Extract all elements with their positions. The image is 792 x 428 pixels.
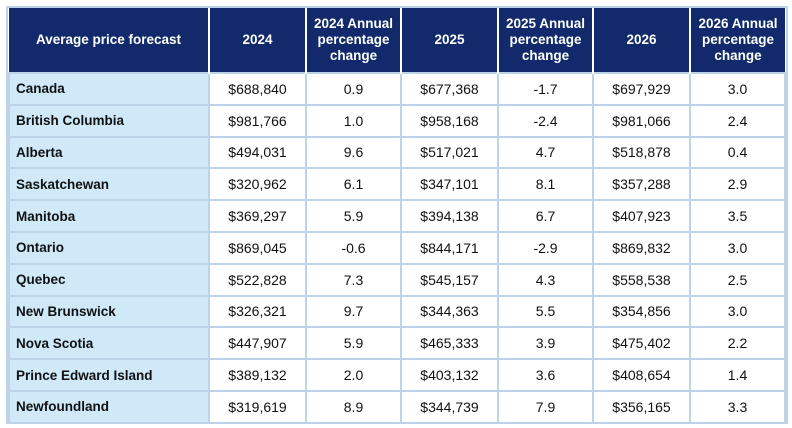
change-2026-cell: 0.4: [689, 135, 786, 170]
region-cell: New Brunswick: [8, 294, 210, 329]
region-cell: Saskatchewan: [8, 167, 210, 202]
change-2024-cell: 6.1: [305, 167, 402, 202]
change-2026-cell: 2.4: [689, 103, 786, 138]
region-cell: Canada: [8, 72, 210, 106]
price-forecast-table: Average price forecast 2024 2024 Annual …: [8, 8, 786, 424]
change-2025-cell: 8.1: [497, 167, 594, 202]
change-2025-cell: -2.4: [497, 103, 594, 138]
header-2026: 2026: [593, 8, 691, 73]
price-2026-cell: $475,402: [592, 326, 691, 361]
table-body: Canada $688,840 0.9 $677,368 -1.7 $697,929 3.0…: [8, 72, 786, 424]
price-2025-cell: $677,368: [400, 72, 499, 106]
price-2026-cell: $518,878: [592, 135, 691, 170]
change-2025-cell: -2.9: [497, 230, 594, 265]
price-2024-cell: $389,132: [208, 358, 307, 392]
price-2026-cell: $981,066: [592, 103, 691, 138]
price-2025-cell: $465,333: [400, 326, 499, 361]
region-cell: Prince Edward Island: [8, 358, 210, 392]
region-cell: Quebec: [8, 262, 210, 297]
change-2024-cell: 2.0: [305, 358, 402, 392]
price-2025-cell: $844,171: [400, 230, 499, 265]
region-cell: Manitoba: [8, 199, 210, 233]
price-2025-cell: $517,021: [400, 135, 499, 170]
change-2026-cell: 2.9: [689, 167, 786, 202]
price-2025-cell: $347,101: [400, 167, 499, 202]
price-2024-cell: $447,907: [208, 326, 307, 361]
price-2026-cell: $869,832: [592, 230, 691, 265]
change-2026-cell: 1.4: [689, 358, 786, 392]
change-2026-cell: 3.5: [689, 199, 786, 233]
table-row: Alberta $494,031 9.6 $517,021 4.7 $518,878 0.4: [8, 135, 786, 170]
change-2024-cell: 5.9: [305, 199, 402, 233]
change-2025-cell: 3.9: [497, 326, 594, 361]
change-2026-cell: 2.2: [689, 326, 786, 361]
price-2026-cell: $697,929: [592, 72, 691, 106]
region-cell: Nova Scotia: [8, 326, 210, 361]
price-2026-cell: $356,165: [592, 389, 691, 424]
change-2025-cell: 4.3: [497, 262, 594, 297]
change-2024-cell: 0.9: [305, 72, 402, 106]
change-2025-cell: 4.7: [497, 135, 594, 170]
header-2024-change: 2024 Annual percentage change: [306, 8, 402, 73]
change-2024-cell: 1.0: [305, 103, 402, 138]
header-2025: 2025: [401, 8, 499, 73]
header-2026-change: 2026 Annual percentage change: [690, 8, 785, 73]
price-2024-cell: $522,828: [208, 262, 307, 297]
table-row: Manitoba $369,297 5.9 $394,138 6.7 $407,923 3.…: [8, 199, 786, 233]
price-2024-cell: $494,031: [208, 135, 307, 170]
price-2024-cell: $869,045: [208, 230, 307, 265]
change-2025-cell: -1.7: [497, 72, 594, 106]
change-2024-cell: 5.9: [305, 326, 402, 361]
header-average-price-forecast: Average price forecast: [9, 8, 210, 73]
table-row: Ontario $869,045 -0.6 $844,171 -2.9 $869,832 3…: [8, 230, 786, 265]
price-2026-cell: $354,856: [592, 294, 691, 329]
region-cell: Newfoundland: [8, 389, 210, 424]
change-2024-cell: 9.7: [305, 294, 402, 329]
price-2026-cell: $408,654: [592, 358, 691, 392]
change-2025-cell: 6.7: [497, 199, 594, 233]
price-2024-cell: $981,766: [208, 103, 307, 138]
change-2026-cell: 3.0: [689, 72, 786, 106]
change-2024-cell: -0.6: [305, 230, 402, 265]
change-2025-cell: 3.6: [497, 358, 594, 392]
table-row: Canada $688,840 0.9 $677,368 -1.7 $697,929 3.0: [8, 72, 786, 106]
price-2024-cell: $369,297: [208, 199, 307, 233]
table-row: Quebec $522,828 7.3 $545,157 4.3 $558,538 2.5: [8, 262, 786, 297]
price-2024-cell: $319,619: [208, 389, 307, 424]
table-row: New Brunswick $326,321 9.7 $344,363 5.5 $354,…: [8, 294, 786, 329]
price-2024-cell: $688,840: [208, 72, 307, 106]
price-2026-cell: $357,288: [592, 167, 691, 202]
price-2025-cell: $344,363: [400, 294, 499, 329]
forecast-table-frame: Average price forecast 2024 2024 Annual …: [6, 6, 788, 424]
price-2024-cell: $320,962: [208, 167, 307, 202]
region-cell: Ontario: [8, 230, 210, 265]
table-row: Saskatchewan $320,962 6.1 $347,101 8.1 $357,2…: [8, 167, 786, 202]
header-2025-change: 2025 Annual percentage change: [498, 8, 594, 73]
change-2025-cell: 5.5: [497, 294, 594, 329]
table-row: British Columbia $981,766 1.0 $958,168 -2.4 $…: [8, 103, 786, 138]
price-2025-cell: $394,138: [400, 199, 499, 233]
change-2024-cell: 7.3: [305, 262, 402, 297]
change-2026-cell: 2.5: [689, 262, 786, 297]
region-cell: British Columbia: [8, 103, 210, 138]
price-2026-cell: $407,923: [592, 199, 691, 233]
region-cell: Alberta: [8, 135, 210, 170]
change-2026-cell: 3.3: [689, 389, 786, 424]
price-2025-cell: $344,739: [400, 389, 499, 424]
header-2024: 2024: [209, 8, 307, 73]
header-row: Average price forecast 2024 2024 Annual …: [9, 8, 785, 73]
change-2026-cell: 3.0: [689, 294, 786, 329]
price-2026-cell: $558,538: [592, 262, 691, 297]
price-2025-cell: $403,132: [400, 358, 499, 392]
change-2024-cell: 8.9: [305, 389, 402, 424]
change-2025-cell: 7.9: [497, 389, 594, 424]
change-2024-cell: 9.6: [305, 135, 402, 170]
change-2026-cell: 3.0: [689, 230, 786, 265]
table-row: Newfoundland $319,619 8.9 $344,739 7.9 $356,1…: [8, 389, 786, 424]
price-2024-cell: $326,321: [208, 294, 307, 329]
price-2025-cell: $545,157: [400, 262, 499, 297]
table-row: Prince Edward Island $389,132 2.0 $403,132 3…: [8, 358, 786, 392]
table-row: Nova Scotia $447,907 5.9 $465,333 3.9 $475,40…: [8, 326, 786, 361]
price-2025-cell: $958,168: [400, 103, 499, 138]
